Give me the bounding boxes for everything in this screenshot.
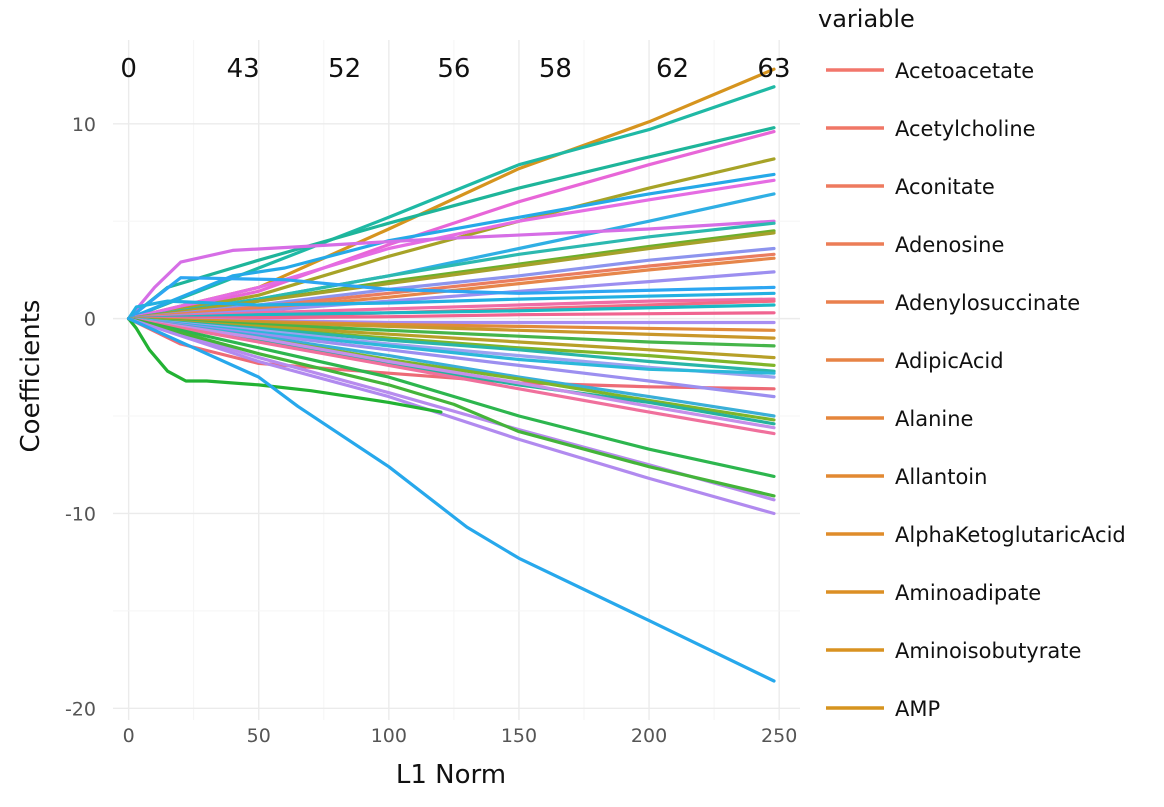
y-tick-label: -20 [65, 698, 96, 720]
series-line [127, 317, 776, 516]
legend-item: Adenylosuccinate [826, 291, 1080, 315]
legend-label: Allantoin [895, 465, 987, 489]
legend-item: Allantoin [826, 465, 987, 489]
legend-item: Adenosine [826, 233, 1004, 257]
grid-lines [113, 40, 800, 720]
series-line [127, 303, 776, 321]
series-line [127, 317, 776, 391]
series-line [127, 317, 776, 399]
top-axis-label: 62 [656, 54, 689, 84]
legend-label: Aconitate [895, 175, 995, 199]
top-axis-label: 56 [437, 54, 470, 84]
legend-label: Acetoacetate [895, 59, 1034, 83]
series-line [127, 178, 776, 321]
series-line [127, 221, 776, 321]
legend-label: Aminoisobutyrate [895, 639, 1081, 663]
legend-item: Aconitate [826, 175, 995, 199]
x-tick-label: 150 [501, 725, 537, 747]
x-tick-label: 200 [631, 725, 667, 747]
y-tick-label: -10 [65, 503, 96, 525]
series-line [127, 317, 443, 414]
coefficient-lines [127, 67, 776, 683]
series-line [127, 219, 776, 321]
series-line [127, 317, 776, 430]
series-line [127, 130, 776, 321]
y-axis-ticks: -20 -10 0 10 [65, 114, 96, 721]
y-tick-label: 10 [72, 114, 96, 136]
x-axis-ticks: 0 50 100 150 200 250 [123, 725, 798, 747]
x-tick-label: 0 [123, 725, 135, 747]
legend-label: AMP [895, 697, 940, 721]
legend-item: AlphaKetoglutaricAcid [826, 523, 1126, 547]
top-axis-label: 52 [328, 54, 361, 84]
top-axis-label: 43 [227, 54, 260, 84]
legend: variable Acetoacetate Acetylcholine Aconit… [818, 5, 1126, 721]
x-tick-label: 250 [761, 725, 797, 747]
legend-label: AlphaKetoglutaricAcid [895, 523, 1126, 547]
series-line [127, 317, 776, 478]
legend-item: Aminoadipate [826, 581, 1041, 605]
series-line [127, 317, 776, 360]
series-line [127, 270, 776, 321]
legend-entries: Acetoacetate Acetylcholine Aconitate Adenos… [826, 59, 1126, 721]
x-tick-label: 50 [247, 725, 271, 747]
legend-item: Acetylcholine [826, 117, 1036, 141]
legend-item: Aminoisobutyrate [826, 639, 1081, 663]
series-line [127, 311, 776, 321]
y-tick-label: 0 [84, 309, 96, 331]
legend-title: variable [818, 5, 915, 33]
series-line [127, 291, 776, 321]
legend-item: AdipicAcid [826, 349, 1004, 373]
legend-label: Alanine [895, 407, 973, 431]
series-line [127, 317, 776, 498]
top-axis-label: 0 [120, 54, 137, 84]
legend-label: Aminoadipate [895, 581, 1041, 605]
top-axis-label: 63 [757, 54, 790, 84]
top-axis-ticks: 0 43 52 56 58 62 63 [120, 54, 790, 84]
series-line [127, 276, 776, 321]
legend-item: Alanine [826, 407, 973, 431]
x-tick-label: 100 [371, 725, 407, 747]
series-line [127, 317, 776, 436]
series-line [127, 252, 776, 321]
legend-label: AdipicAcid [895, 349, 1004, 373]
legend-label: Acetylcholine [895, 117, 1036, 141]
legend-item: Acetoacetate [826, 59, 1034, 83]
series-line [127, 317, 776, 683]
top-axis-label: 58 [539, 54, 572, 84]
y-axis-title: Coefficients [16, 300, 46, 453]
x-axis-title: L1 Norm [396, 760, 506, 790]
legend-label: Adenosine [895, 233, 1004, 257]
legend-item: AMP [826, 697, 940, 721]
legend-label: Adenylosuccinate [895, 291, 1080, 315]
